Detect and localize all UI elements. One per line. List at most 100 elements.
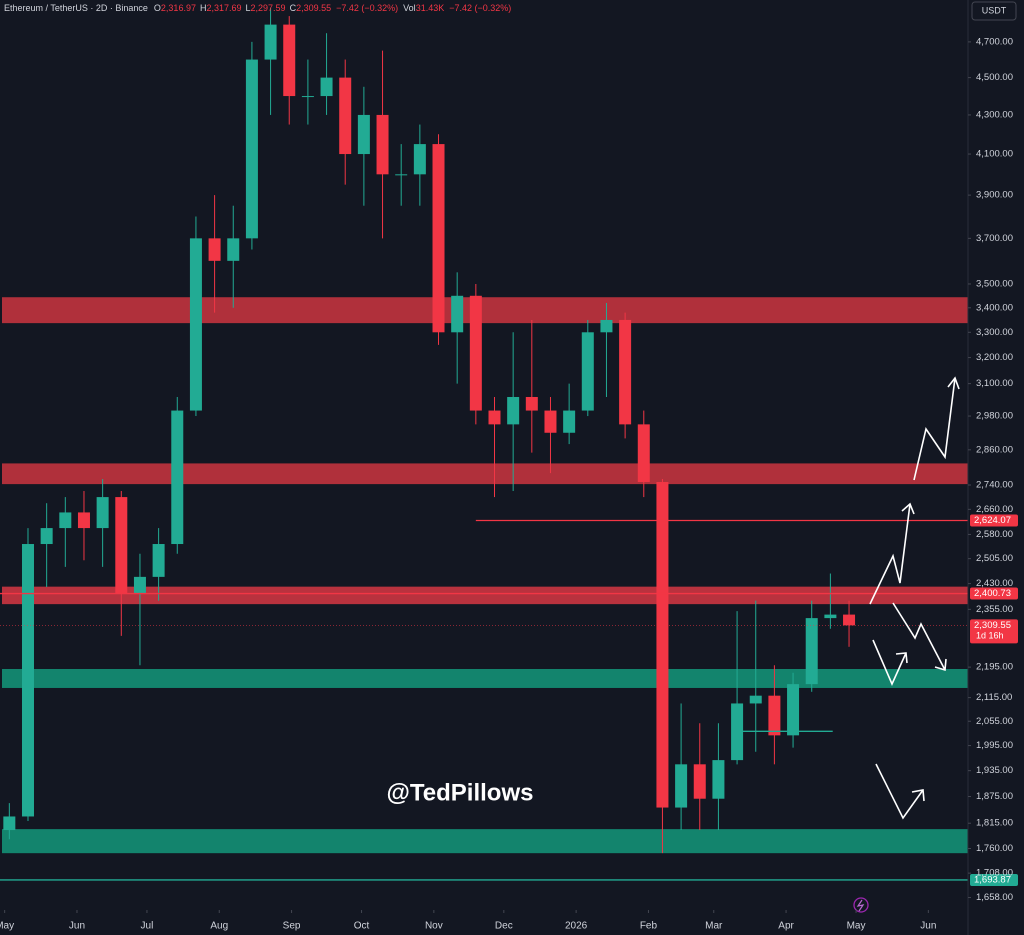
y-tick-label: 3,700.00 [976,233,1013,244]
x-tick-label: May [847,921,866,932]
y-tick-label: 4,300.00 [976,109,1013,120]
price-label-box [970,587,1018,600]
currency-button[interactable]: USDT [971,1,1017,21]
field-label: L [246,3,251,13]
candle-body [77,512,90,529]
candle-body [824,614,837,619]
field-value: 2,316.97 [161,3,196,13]
arrow-bounce-path [872,639,907,686]
price-label: 1,693.87 [974,874,1011,885]
y-tick-label: 3,500.00 [976,278,1013,289]
watermark: @TedPillows [387,779,534,806]
y-tick-label: 2,980.00 [976,411,1013,422]
candle-body [376,114,389,175]
lightning-icon[interactable] [853,897,869,913]
candle-body [40,528,53,545]
x-tick-label: Mar [705,921,723,932]
x-tick-label: Apr [778,921,794,932]
y-tick-label: 3,300.00 [976,327,1013,338]
y-tick-label: 2,580.00 [976,529,1013,540]
x-tick-label: May [0,921,14,932]
y-tick-label: 2,195.00 [976,662,1013,673]
y-tick-label: 1,708.00 [976,868,1013,879]
candle-body [264,24,277,60]
candle-body [115,497,128,594]
icon-ring[interactable] [853,897,869,913]
candle-body [3,816,16,831]
candle-body [320,77,333,97]
countdown-label: 1d 16h [976,631,1004,641]
x-tick-label: Jun [69,921,85,932]
x-tick-label: Oct [354,921,370,932]
field-label: C [290,3,297,13]
y-tick-label: 1,760.00 [976,843,1013,854]
candle-body [507,396,520,425]
field-value: 2,317.69 [206,3,241,13]
candle-body [843,614,856,626]
x-tick-label: Jul [141,921,154,932]
arrow-head [934,658,947,672]
candle-body [805,618,818,685]
currency-box[interactable] [971,1,1017,21]
candle-body [637,424,650,483]
y-tick-label: 3,100.00 [976,378,1013,389]
price-label-box [970,514,1018,527]
arrow-down-path [892,602,946,671]
candle-body [301,96,314,98]
candle-body [525,396,538,411]
y-tick-label: 4,100.00 [976,149,1013,160]
field-value: 2,297.59 [251,3,286,13]
y-tick-label: 2,860.00 [976,444,1013,455]
field-label: O [154,3,161,13]
header: Ethereum / TetherUS · 2D · Binance O2,316… [4,3,511,13]
candle-body [339,77,352,155]
x-tick-label: 2026 [565,921,588,932]
y-tick-label: 4,500.00 [976,72,1013,83]
candle-body [21,544,34,817]
candle-body [768,695,781,736]
candle-body [544,410,557,433]
zone [2,297,968,324]
candle-body [712,760,725,799]
arrow-bounce-path [875,763,924,820]
candle-body [581,332,594,411]
x-tick-label: Jun [920,921,936,932]
zone [2,829,968,854]
candle-body [189,238,202,411]
y-tick-label: 2,430.00 [976,578,1013,589]
y-tick-label: 2,660.00 [976,504,1013,515]
symbol: Ethereum / TetherUS · 2D · Binance [4,3,148,13]
candle-body [59,512,72,529]
candle-body [245,59,258,239]
candle-body [600,319,613,333]
candle-body [469,295,482,411]
y-tick-label: 1,658.00 [976,892,1013,903]
candle-body [283,24,296,97]
y-tick-label: 3,400.00 [976,302,1013,313]
arrow-head [947,376,960,390]
arrow-head [911,789,925,802]
candle-body [563,410,576,433]
currency-label[interactable]: USDT [982,5,1007,15]
volume-change: −7.42 (−0.32%) [449,3,511,13]
candle-body [693,764,706,799]
arrow-head [901,502,915,515]
y-tick-label: 3,900.00 [976,190,1013,201]
zone [2,668,968,688]
icon-bolt[interactable] [856,899,865,912]
arrow-head [895,652,908,664]
change: −7.42 (−0.32%) [336,3,398,13]
candle-body [395,174,408,176]
arrow-up-path [913,377,956,481]
y-tick-label: 2,115.00 [976,692,1012,703]
candle-body [451,295,464,333]
y-tick-label: 2,740.00 [976,480,1013,491]
y-tick-label: 1,815.00 [976,818,1013,829]
zone [2,463,968,485]
candle-body [357,114,370,155]
field-value: 2,309.55 [296,3,331,13]
y-tick-label: 2,505.00 [976,553,1013,564]
arrow-up-path [869,503,911,605]
